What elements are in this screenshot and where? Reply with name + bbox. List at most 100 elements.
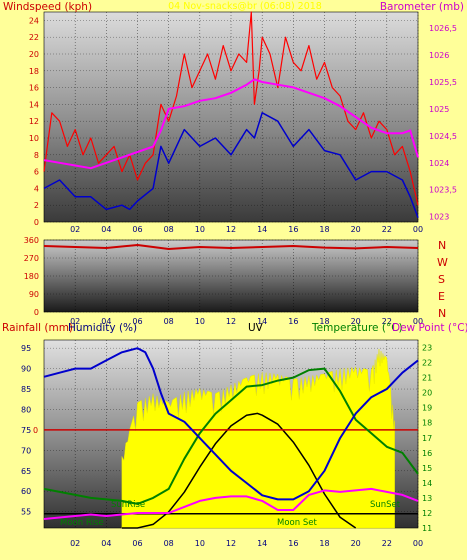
x-tick-2-0: 02: [70, 539, 80, 548]
y-tick-dir-1: 90: [29, 290, 39, 299]
x-tick-2-5: 12: [226, 539, 236, 548]
series-dewpoint: [43, 487, 419, 520]
series-windspeed: [43, 112, 419, 219]
y-tick-humidity-3: 70: [21, 446, 31, 455]
x-tick-0-0: 02: [70, 225, 80, 234]
x-tick-1-3: 08: [164, 317, 174, 326]
y-tick-temp-11: 22: [422, 359, 432, 368]
y-tick-wind-11: 22: [29, 33, 39, 42]
y-tick-temp-3: 14: [422, 479, 432, 488]
series-barometer: [43, 78, 419, 170]
y-tick-wind-7: 14: [29, 100, 39, 109]
y-tick-wind-8: 16: [29, 84, 39, 93]
series-direction: [43, 244, 419, 250]
y-tick-wind-5: 10: [29, 134, 39, 143]
tick-labels: 0202020404040606060808081010101212121414…: [21, 16, 457, 548]
y-tick-wind-6: 12: [29, 117, 39, 126]
x-tick-2-3: 08: [164, 539, 174, 548]
y-tick-humidity-2: 65: [21, 467, 31, 476]
y-tick-dir-2: 180: [24, 272, 39, 281]
x-tick-1-10: 22: [382, 317, 392, 326]
y-tick-temp-5: 16: [422, 449, 432, 458]
y-tick-temp-2: 13: [422, 494, 432, 503]
y-tick-wind-12: 24: [29, 16, 39, 25]
x-tick-1-2: 06: [132, 317, 142, 326]
y-tick-baro-1: 1023,5: [429, 186, 457, 195]
sunrise-label: SunRise: [111, 500, 145, 510]
y-tick-wind-3: 6: [34, 168, 39, 177]
bottom-uv-axis-title: UV: [248, 322, 264, 334]
x-tick-0-6: 14: [257, 225, 267, 234]
y-tick-humidity-8: 95: [21, 344, 31, 353]
y-tick-dir-3: 270: [24, 254, 39, 263]
y-tick-baro-3: 1024,5: [429, 132, 457, 141]
y-tick-wind-2: 4: [34, 184, 39, 193]
x-tick-2-9: 20: [351, 539, 361, 548]
x-tick-1-11: 00: [413, 317, 423, 326]
y-tick-temp-8: 19: [422, 404, 432, 413]
compass-n-bottom: N: [438, 307, 446, 320]
series-lines: [43, 11, 419, 529]
y-tick-temp-10: 21: [422, 374, 432, 383]
y-tick-dir-0: 0: [34, 308, 39, 317]
x-tick-1-5: 12: [226, 317, 236, 326]
y-tick-baro-5: 1025,5: [429, 78, 457, 87]
series-gust: [43, 11, 419, 206]
y-tick-dir-4: 360: [24, 236, 39, 245]
x-tick-2-8: 18: [319, 539, 329, 548]
y-tick-temp-4: 15: [422, 464, 432, 473]
x-tick-0-9: 20: [351, 225, 361, 234]
y-tick-temp-7: 18: [422, 419, 432, 428]
x-tick-0-1: 04: [101, 225, 111, 234]
compass-n-top: N: [438, 239, 446, 252]
y-tick-humidity-4: 75: [21, 426, 31, 435]
y-tick-rain-0: 0: [33, 426, 38, 435]
top-right-axis-title: Barometer (mb): [380, 1, 464, 13]
y-tick-baro-0: 1023: [429, 213, 449, 222]
x-tick-1-1: 04: [101, 317, 111, 326]
y-tick-baro-4: 1025: [429, 105, 449, 114]
top-chart-title: 04 Nov-snacks@br (06:08) 2018: [168, 1, 322, 12]
x-tick-2-2: 06: [132, 539, 142, 548]
x-tick-0-11: 00: [413, 225, 423, 234]
x-tick-0-2: 06: [132, 225, 142, 234]
y-tick-wind-9: 18: [29, 67, 39, 76]
y-tick-humidity-7: 90: [21, 365, 31, 374]
y-tick-wind-10: 20: [29, 50, 39, 59]
x-tick-1-4: 10: [195, 317, 205, 326]
y-tick-temp-0: 11: [422, 524, 432, 533]
bottom-rain-axis-title: Rainfall (mm): [2, 322, 73, 334]
compass-e: E: [438, 290, 445, 303]
x-tick-0-8: 18: [319, 225, 329, 234]
x-tick-2-4: 10: [195, 539, 205, 548]
bottom-dew-axis-title: Dew Point (°C): [392, 322, 467, 334]
y-tick-humidity-5: 80: [21, 405, 31, 414]
compass-w: W: [437, 256, 448, 269]
x-tick-2-10: 22: [382, 539, 392, 548]
x-tick-1-9: 20: [351, 317, 361, 326]
moonset-label: Moon Set: [277, 518, 317, 528]
x-tick-2-11: 00: [413, 539, 423, 548]
moonrise-label: Moon Rise: [60, 518, 104, 528]
y-tick-baro-2: 1024: [429, 159, 449, 168]
bottom-temp-axis-title: Temperature (°C): [311, 322, 403, 334]
series-sun: [121, 412, 357, 529]
y-tick-wind-4: 8: [34, 151, 39, 160]
y-tick-temp-9: 20: [422, 389, 432, 398]
x-tick-1-7: 16: [288, 317, 298, 326]
x-tick-0-7: 16: [288, 225, 298, 234]
y-tick-humidity-1: 60: [21, 487, 31, 496]
x-tick-0-10: 22: [382, 225, 392, 234]
x-tick-0-4: 10: [195, 225, 205, 234]
sunset-label: SunSet: [370, 500, 401, 510]
x-tick-0-5: 12: [226, 225, 236, 234]
y-tick-temp-12: 23: [422, 344, 432, 353]
y-tick-wind-0: 0: [34, 218, 39, 227]
x-tick-1-8: 18: [319, 317, 329, 326]
y-tick-baro-6: 1026: [429, 51, 449, 60]
top-left-axis-title: Windspeed (kph): [3, 1, 92, 13]
x-tick-2-6: 14: [257, 539, 267, 548]
x-tick-2-7: 16: [288, 539, 298, 548]
